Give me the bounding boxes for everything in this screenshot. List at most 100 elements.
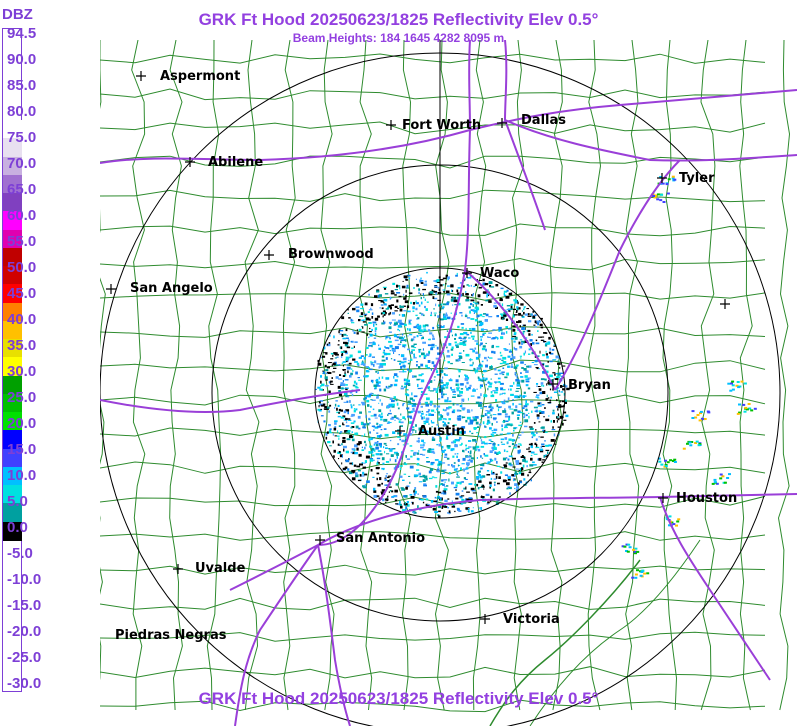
- echo-pixel: [368, 417, 370, 421]
- echo-pixel: [466, 456, 471, 458]
- echo-pixel: [474, 340, 479, 342]
- echo-pixel: [432, 436, 435, 439]
- echo-pixel: [372, 393, 374, 395]
- echo-pixel: [448, 478, 450, 482]
- echo-pixel: [418, 349, 421, 353]
- echo-cell: [689, 444, 693, 447]
- echo-pixel: [493, 445, 496, 448]
- legend-tick-label: 10.0: [7, 467, 37, 484]
- echo-pixel: [345, 417, 348, 421]
- echo-pixel: [510, 365, 514, 368]
- echo-pixel: [446, 433, 450, 436]
- echo-pixel: [351, 462, 354, 466]
- echo-pixel: [466, 317, 471, 319]
- echo-pixel: [500, 336, 504, 340]
- echo-pixel: [541, 426, 545, 429]
- echo-pixel: [476, 388, 478, 390]
- echo-pixel: [447, 361, 450, 364]
- echo-pixel: [443, 317, 447, 320]
- legend-tick-label: 90.0: [7, 51, 37, 68]
- echo-pixel: [466, 472, 469, 474]
- echo-pixel: [460, 383, 464, 386]
- echo-pixel: [419, 312, 422, 314]
- echo-pixel: [398, 295, 402, 298]
- echo-pixel: [371, 356, 375, 358]
- echo-pixel: [373, 323, 375, 327]
- echo-pixel: [446, 407, 450, 410]
- echo-pixel: [502, 356, 507, 360]
- echo-pixel: [485, 410, 488, 412]
- echo-pixel: [468, 422, 471, 425]
- echo-pixel: [430, 314, 433, 317]
- echo-pixel: [429, 468, 434, 471]
- echo-pixel: [521, 314, 523, 317]
- echo-pixel: [397, 343, 402, 346]
- legend-tick-label: 65.0: [7, 181, 37, 198]
- echo-cell: [731, 380, 735, 383]
- echo-pixel: [343, 341, 347, 344]
- echo-pixel: [475, 302, 478, 304]
- echo-pixel: [445, 274, 448, 278]
- echo-pixel: [531, 362, 535, 363]
- echo-pixel: [472, 507, 474, 509]
- echo-pixel: [544, 332, 548, 334]
- echo-pixel: [431, 438, 436, 441]
- echo-pixel: [392, 282, 396, 285]
- echo-pixel: [489, 458, 492, 460]
- echo-pixel: [514, 301, 519, 304]
- echo-pixel: [340, 382, 344, 385]
- echo-pixel: [515, 405, 518, 409]
- echo-pixel: [486, 462, 489, 465]
- echo-pixel: [550, 396, 553, 399]
- echo-pixel: [517, 301, 519, 305]
- echo-pixel: [439, 389, 443, 392]
- echo-cell: [623, 545, 627, 548]
- echo-pixel: [531, 351, 534, 355]
- echo-pixel: [394, 333, 396, 336]
- echo-pixel: [322, 370, 324, 372]
- echo-pixel: [513, 340, 516, 343]
- echo-pixel: [377, 315, 380, 318]
- echo-pixel: [465, 293, 469, 295]
- echo-pixel: [398, 314, 401, 316]
- echo-pixel: [342, 415, 346, 418]
- echo-pixel: [515, 489, 518, 492]
- echo-pixel: [552, 412, 555, 415]
- echo-pixel: [442, 376, 444, 379]
- echo-pixel: [371, 454, 375, 457]
- echo-pixel: [385, 335, 388, 339]
- echo-pixel: [434, 285, 438, 288]
- echo-pixel: [513, 381, 515, 385]
- echo-pixel: [418, 374, 423, 377]
- echo-pixel: [422, 314, 425, 317]
- echo-pixel: [530, 479, 532, 482]
- echo-pixel: [327, 401, 329, 403]
- echo-pixel: [443, 472, 446, 474]
- echo-pixel: [406, 305, 410, 309]
- echo-pixel: [451, 353, 453, 356]
- echo-pixel: [516, 310, 518, 313]
- echo-pixel: [452, 402, 455, 406]
- echo-pixel: [443, 449, 447, 452]
- echo-pixel: [376, 495, 380, 497]
- echo-pixel: [538, 368, 540, 370]
- echo-pixel: [507, 486, 510, 488]
- echo-pixel: [413, 375, 417, 378]
- echo-pixel: [532, 310, 534, 313]
- echo-pixel: [399, 336, 403, 340]
- echo-pixel: [454, 304, 458, 306]
- echo-pixel: [451, 500, 453, 504]
- echo-cell: [634, 576, 638, 579]
- echo-pixel: [494, 391, 498, 394]
- echo-pixel: [357, 350, 362, 354]
- echo-pixel: [384, 477, 387, 479]
- echo-pixel: [408, 371, 411, 373]
- echo-pixel: [317, 362, 322, 366]
- echo-pixel: [435, 490, 439, 493]
- echo-pixel: [475, 324, 478, 327]
- echo-pixel: [349, 435, 353, 439]
- echo-pixel: [365, 346, 369, 349]
- echo-pixel: [426, 367, 430, 369]
- echo-pixel: [406, 407, 410, 410]
- echo-pixel: [323, 352, 326, 354]
